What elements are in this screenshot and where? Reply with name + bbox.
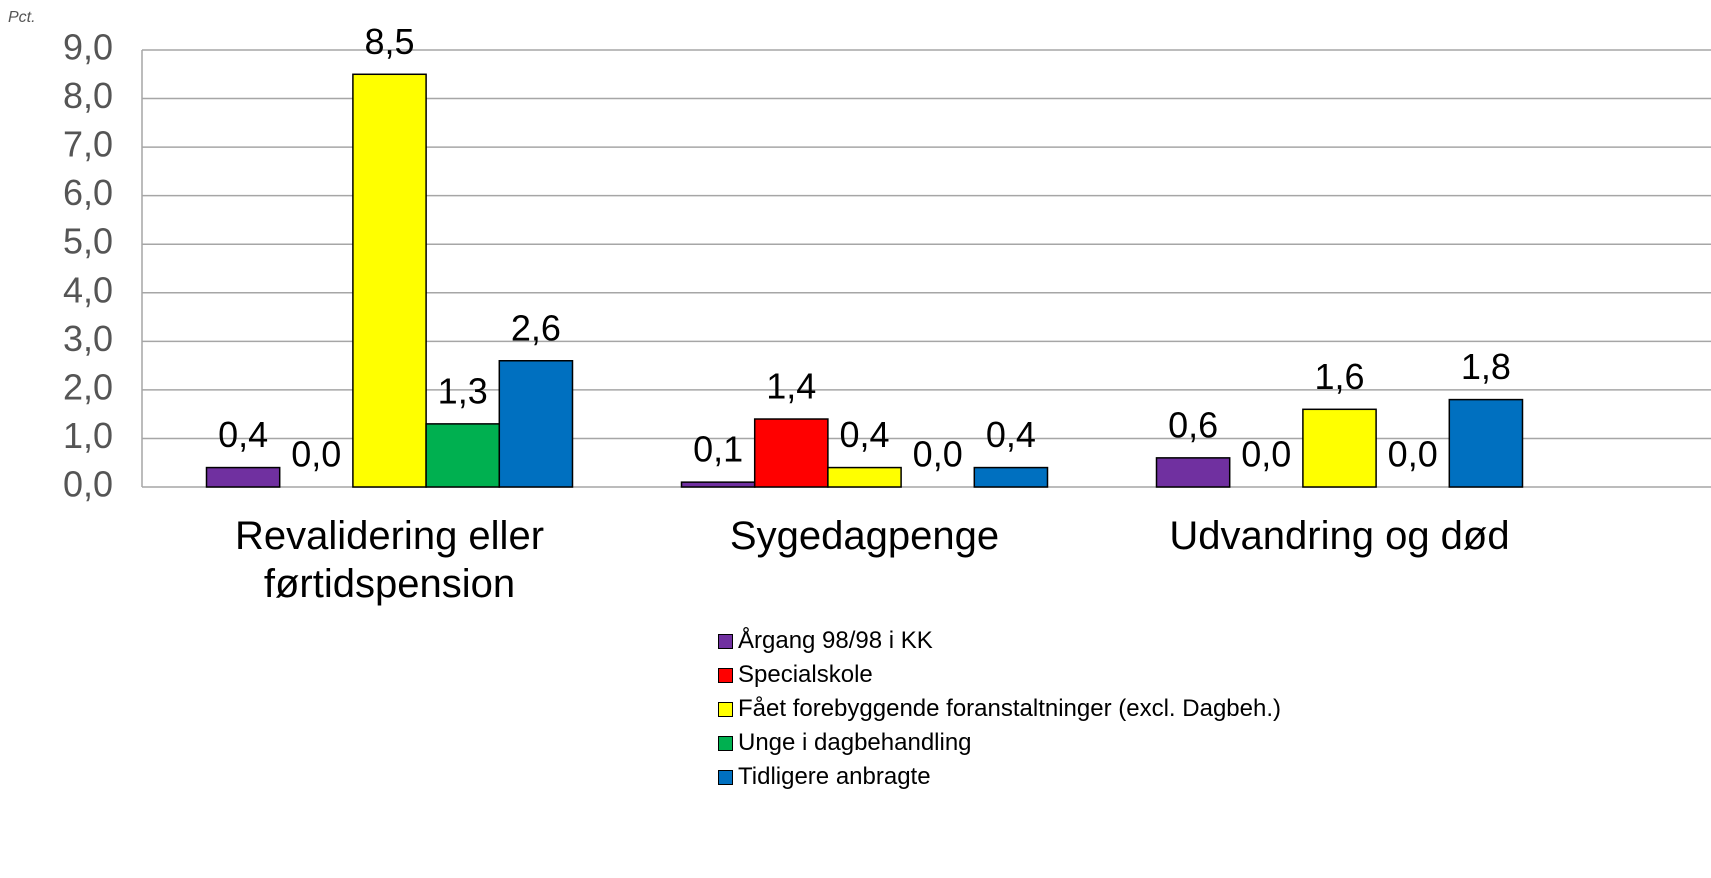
y-tick-label: 7,0: [63, 124, 113, 165]
bar: [1448, 398, 1524, 488]
bar: [205, 466, 281, 488]
bar: [1302, 408, 1377, 488]
bar: [425, 423, 501, 488]
data-label: 1,8: [1461, 346, 1511, 387]
y-tick-label: 3,0: [63, 318, 113, 359]
data-label: 2,6: [511, 307, 561, 348]
bar: [1155, 457, 1231, 488]
legend: Årgang 98/98 i KK Specialskole Fået foreby…: [718, 624, 1281, 794]
y-tick-label: 1,0: [63, 415, 113, 456]
y-tick-label: 6,0: [63, 172, 113, 213]
data-label: 0,4: [986, 414, 1036, 455]
bar: [753, 418, 829, 488]
legend-item: Fået forebyggende foranstaltninger (excl…: [718, 692, 1281, 726]
y-tick-label: 9,0: [63, 27, 113, 68]
legend-label: Årgang 98/98 i KK: [738, 627, 933, 654]
data-label: 0,1: [693, 429, 743, 470]
y-tick-label: 8,0: [63, 75, 113, 116]
y-axis-label: Pct.: [8, 9, 36, 26]
legend-swatch: [718, 769, 733, 785]
y-tick-label: 4,0: [63, 269, 113, 310]
legend-swatch: [718, 735, 733, 751]
x-tick-label: Revalidering eller førtidspension: [234, 514, 545, 606]
data-label: 8,5: [364, 21, 414, 62]
legend-item: Specialskole: [718, 658, 1281, 692]
legend-swatch: [718, 667, 733, 683]
data-label: 0,4: [839, 414, 889, 455]
legend-label: Specialskole: [738, 661, 873, 688]
bar: [827, 466, 902, 488]
legend-label: Tidligere anbragte: [738, 763, 931, 790]
data-label: 0,4: [218, 414, 268, 455]
data-label: 0,6: [1168, 404, 1218, 445]
legend-item: Tidligere anbragte: [718, 760, 1281, 794]
bar: [680, 481, 756, 488]
legend-item: Årgang 98/98 i KK: [718, 624, 1281, 658]
legend-item: Unge i dagbehandling: [718, 726, 1281, 760]
data-label: 0,0: [1241, 434, 1291, 475]
data-label: 1,3: [438, 370, 488, 411]
bar: [973, 466, 1049, 488]
y-tick-label: 0,0: [63, 464, 113, 505]
legend-swatch: [718, 701, 733, 717]
bar: [498, 360, 574, 488]
legend-swatch: [718, 633, 733, 649]
x-tick-label: Udvandring og død: [1169, 514, 1510, 558]
legend-label: Unge i dagbehandling: [738, 729, 972, 756]
x-tick-label: Sygedagpenge: [729, 514, 1000, 558]
legend-label: Fået forebyggende foranstaltninger (excl…: [738, 695, 1281, 722]
bar: [352, 73, 427, 488]
data-label: 0,0: [291, 434, 341, 475]
data-label: 1,6: [1314, 356, 1364, 397]
data-label: 1,4: [766, 366, 816, 407]
y-tick-label: 5,0: [63, 221, 113, 262]
data-label: 0,0: [913, 434, 963, 475]
y-tick-label: 2,0: [63, 366, 113, 407]
data-label: 0,0: [1388, 434, 1438, 475]
